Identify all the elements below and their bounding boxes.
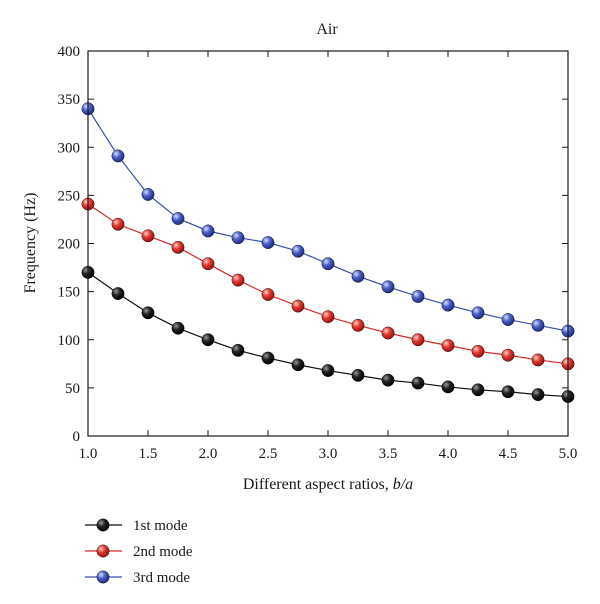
x-tick-label: 3.0 [319, 446, 338, 462]
data-point [231, 273, 245, 287]
data-point [411, 333, 425, 347]
data-point [291, 299, 305, 313]
y-tick-label: 150 [58, 285, 81, 301]
data-point [381, 326, 395, 340]
data-point [531, 353, 545, 367]
x-tick-label: 2.0 [199, 446, 218, 462]
data-point [261, 288, 275, 301]
x-tick-label: 2.5 [259, 446, 278, 462]
legend-marker [96, 544, 110, 558]
data-point [321, 310, 335, 324]
data-point [231, 231, 245, 245]
x-axis: 1.0 1.5 2.0 2.5 3.0 3.5 4.0 4.5 5.0 [79, 51, 578, 462]
y-tick-label: 200 [58, 237, 81, 253]
data-point [261, 351, 275, 365]
data-point [141, 306, 155, 320]
chart-title: Air [316, 21, 338, 38]
data-point [501, 385, 515, 399]
x-axis-title: Different aspect ratios, b/a [243, 476, 413, 493]
data-point [351, 368, 365, 382]
y-tick-label: 250 [58, 188, 81, 204]
data-point [321, 364, 335, 377]
series-line-2 [87, 203, 569, 365]
data-point [261, 236, 275, 249]
series-line-1 [87, 271, 569, 398]
y-tick-label: 50 [65, 381, 80, 397]
y-tick-label: 100 [58, 333, 81, 349]
y-axis-title: Frequency (Hz) [22, 193, 39, 294]
data-point [291, 358, 305, 372]
data-point [441, 298, 455, 312]
legend-label: 2nd mode [133, 544, 193, 560]
y-tick-label: 400 [58, 44, 81, 60]
data-point [171, 212, 185, 225]
legend-label: 3rd mode [133, 570, 190, 586]
data-point [351, 269, 365, 283]
data-point [201, 333, 215, 347]
data-point [321, 257, 335, 271]
legend-label: 1st mode [133, 518, 188, 534]
data-point [471, 383, 485, 397]
data-point [111, 149, 125, 163]
data-point [381, 280, 395, 294]
x-tick-label: 3.5 [379, 446, 398, 462]
data-point [381, 373, 395, 387]
data-point [471, 344, 485, 358]
legend-marker [96, 570, 110, 584]
y-tick-label: 350 [58, 92, 81, 108]
legend-marker [96, 518, 110, 532]
data-point [441, 339, 455, 352]
data-point [501, 348, 515, 362]
plot-series [81, 102, 575, 403]
plot-frame [87, 50, 569, 437]
data-point [291, 244, 305, 258]
y-tick-label: 0 [73, 429, 81, 445]
data-point [471, 306, 485, 320]
x-axis-title-italic: b/a [393, 476, 413, 493]
data-point [171, 240, 185, 254]
data-point [111, 217, 125, 231]
series-line-3 [87, 108, 569, 332]
data-point [351, 318, 365, 332]
y-axis: 0 50 100 150 200 250 300 350 400 [58, 44, 568, 445]
data-point [441, 380, 455, 394]
data-point [501, 313, 515, 326]
legend: 1st mode 2nd mode 3rd mode [85, 518, 193, 586]
data-point [111, 287, 125, 300]
data-point [171, 321, 185, 335]
data-point [531, 388, 545, 402]
data-point [411, 376, 425, 390]
data-point [201, 257, 215, 271]
data-point [201, 224, 215, 238]
data-point [531, 318, 545, 332]
data-point [141, 229, 155, 243]
data-point [231, 343, 245, 357]
x-tick-label: 5.0 [559, 446, 578, 462]
data-point [141, 188, 155, 201]
x-tick-label: 1.0 [79, 446, 98, 462]
y-tick-label: 300 [58, 140, 81, 156]
x-tick-label: 4.0 [439, 446, 458, 462]
x-tick-label: 4.5 [499, 446, 518, 462]
x-axis-title-text: Different aspect ratios, [243, 476, 393, 493]
x-tick-label: 1.5 [139, 446, 158, 462]
data-point [411, 290, 425, 303]
